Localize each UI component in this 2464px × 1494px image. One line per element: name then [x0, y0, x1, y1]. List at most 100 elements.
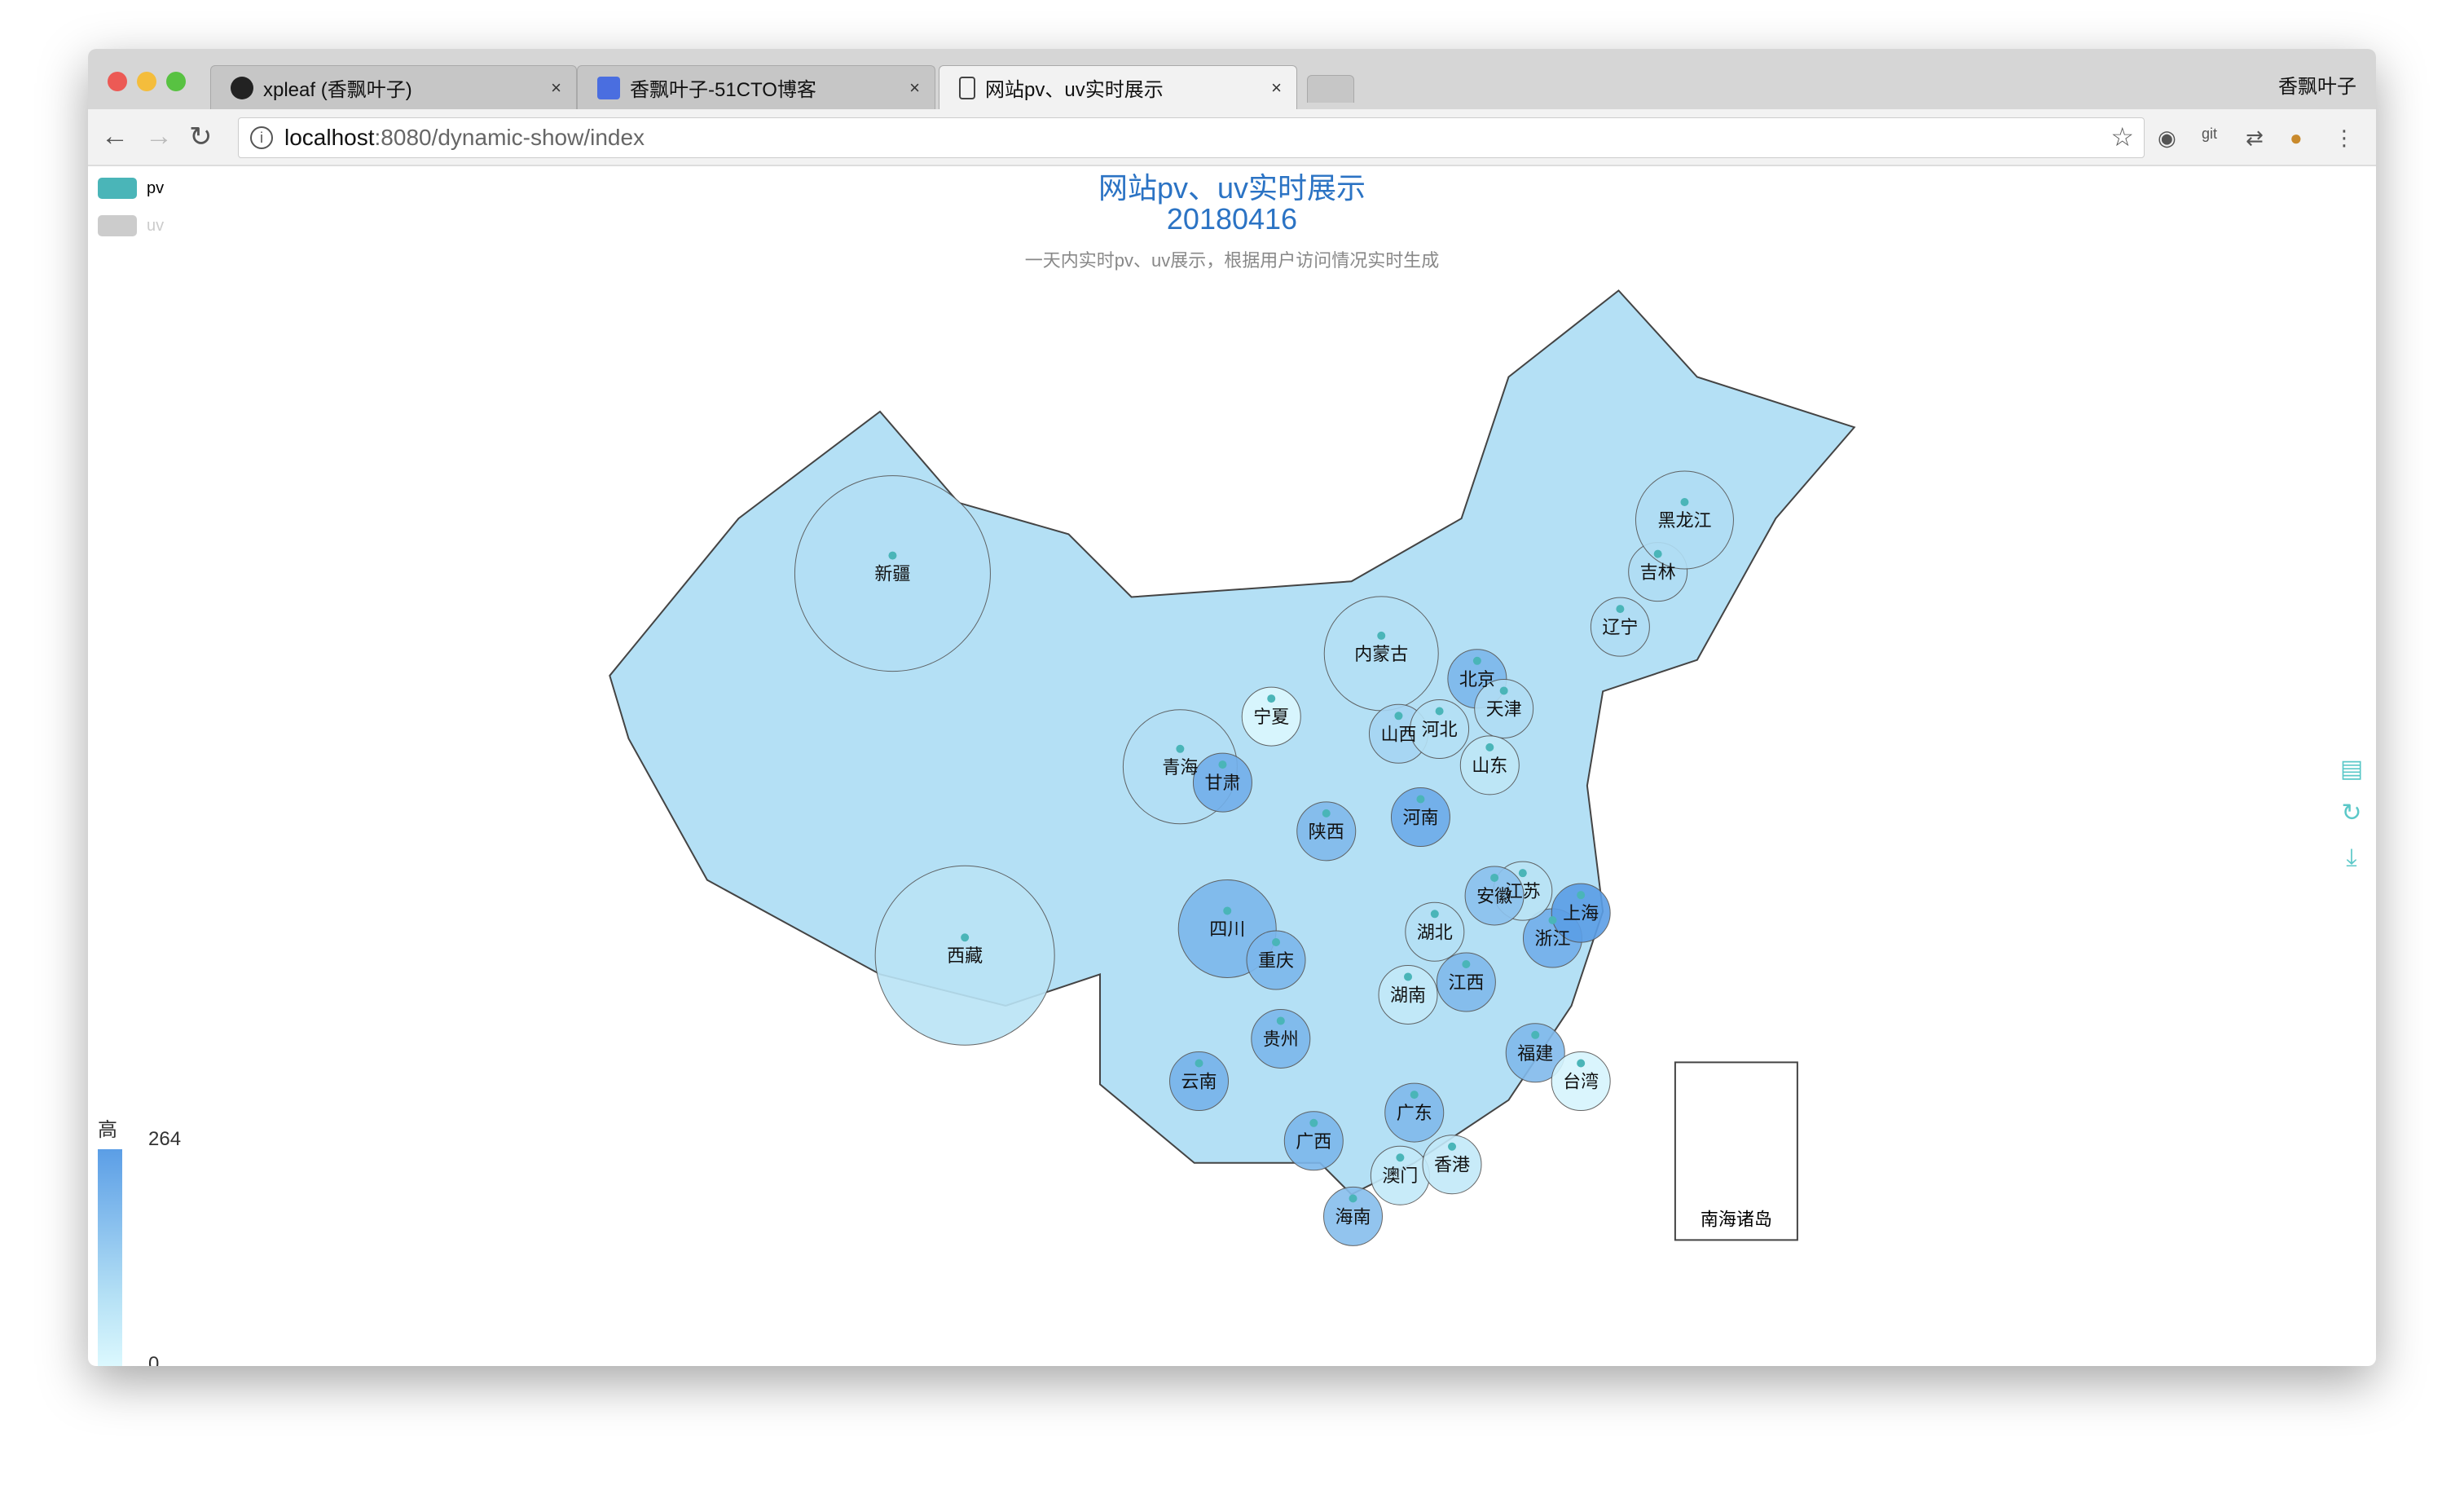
province-marker[interactable] — [1218, 760, 1227, 769]
tab-51cto[interactable]: 香飘叶子-51CTO博客 × — [577, 65, 935, 109]
province-山东[interactable] — [1459, 735, 1520, 795]
legend-swatch — [98, 215, 137, 236]
restore-icon[interactable]: ↻ — [2341, 800, 2362, 826]
menu-icon[interactable]: ⋮ — [2334, 126, 2355, 150]
province-marker[interactable] — [1195, 1059, 1203, 1068]
province-上海[interactable] — [1551, 883, 1611, 943]
province-湖北[interactable] — [1405, 901, 1465, 962]
province-marker[interactable] — [1272, 938, 1281, 947]
province-香港[interactable] — [1422, 1135, 1482, 1195]
minimize-window-button[interactable] — [137, 72, 156, 91]
province-marker[interactable] — [1499, 686, 1508, 695]
province-天津[interactable] — [1474, 678, 1534, 738]
province-广东[interactable] — [1384, 1082, 1445, 1143]
province-marker[interactable] — [1462, 960, 1471, 969]
province-陕西[interactable] — [1296, 801, 1357, 862]
province-宁夏[interactable] — [1241, 686, 1301, 747]
save-image-icon[interactable]: ⤓ — [2346, 844, 2357, 871]
province-marker[interactable] — [1531, 1030, 1540, 1039]
province-江西[interactable] — [1436, 952, 1496, 1012]
province-marker[interactable] — [1377, 631, 1386, 640]
province-云南[interactable] — [1169, 1051, 1230, 1112]
province-安徽[interactable] — [1464, 866, 1525, 926]
province-marker[interactable] — [1518, 869, 1527, 878]
province-marker[interactable] — [1448, 1142, 1457, 1151]
province-marker[interactable] — [1410, 1091, 1419, 1100]
extension-icon[interactable]: ◉ — [2158, 126, 2176, 150]
reload-button[interactable]: ↻ — [189, 121, 213, 152]
profile-name[interactable]: 香飘叶子 — [2278, 76, 2356, 98]
province-marker[interactable] — [1267, 694, 1276, 703]
inset-label: 南海诸岛 — [1701, 1209, 1772, 1229]
province-湖南[interactable] — [1378, 964, 1438, 1025]
province-marker[interactable] — [1653, 549, 1662, 558]
close-tab-icon[interactable]: × — [551, 77, 561, 98]
province-label: 广东 — [1397, 1103, 1432, 1123]
forward-button[interactable]: → — [145, 121, 173, 152]
province-marker[interactable] — [1322, 809, 1331, 818]
province-marker[interactable] — [1276, 1016, 1285, 1025]
translate-extension-icon[interactable]: ⇄ — [2246, 126, 2264, 150]
province-台湾[interactable] — [1551, 1051, 1611, 1112]
url-host: localhost — [284, 125, 375, 150]
province-海南[interactable] — [1323, 1186, 1384, 1246]
province-marker[interactable] — [1616, 605, 1625, 614]
province-label: 四川 — [1209, 919, 1245, 939]
chart-area: 新疆 西藏 青海 甘肃 宁夏 内蒙古 陕西 四川 重庆 云南 贵州 广西 广东 海南 湖南 湖北 江西 福建 台湾 浙… — [88, 168, 2376, 1366]
tab-label: 网站pv、uv实时展示 — [985, 79, 1164, 101]
close-window-button[interactable] — [108, 72, 127, 91]
province-marker[interactable] — [1404, 972, 1413, 981]
province-辽宁[interactable] — [1590, 597, 1650, 657]
tab-bar: xpleaf (香飘叶子) × 香飘叶子-51CTO博客 × 网站pv、uv实时… — [88, 49, 2376, 109]
province-marker[interactable] — [961, 933, 970, 942]
province-贵州[interactable] — [1251, 1008, 1311, 1069]
province-黑龙江[interactable] — [1635, 470, 1734, 570]
province-marker[interactable] — [1435, 707, 1444, 716]
tab-github[interactable]: xpleaf (香飘叶子) × — [210, 65, 577, 109]
tab-pv-uv[interactable]: 网站pv、uv实时展示 × — [939, 65, 1297, 109]
province-marker[interactable] — [1396, 1153, 1405, 1162]
province-marker[interactable] — [1394, 712, 1403, 721]
province-marker[interactable] — [1548, 916, 1557, 925]
province-label: 广西 — [1296, 1131, 1331, 1152]
legend-item-uv[interactable]: uv — [98, 215, 164, 236]
new-tab-button[interactable] — [1307, 75, 1354, 103]
province-marker[interactable] — [1490, 873, 1499, 882]
province-marker[interactable] — [1176, 744, 1185, 753]
province-甘肃[interactable] — [1192, 752, 1252, 813]
province-marker[interactable] — [1349, 1194, 1357, 1203]
province-marker[interactable] — [1485, 743, 1494, 751]
bookmark-star-icon[interactable]: ☆ — [2110, 122, 2134, 152]
province-重庆[interactable] — [1246, 930, 1306, 990]
info-icon[interactable]: i — [250, 126, 273, 149]
cookie-extension-icon[interactable]: ● — [2290, 126, 2303, 150]
address-bar[interactable]: i localhost:8080/dynamic-show/index ☆ — [238, 117, 2145, 158]
province-新疆[interactable] — [794, 475, 991, 672]
province-label: 天津 — [1486, 699, 1522, 719]
maximize-window-button[interactable] — [166, 72, 186, 91]
province-marker[interactable] — [1577, 1059, 1586, 1068]
province-广西[interactable] — [1283, 1111, 1344, 1171]
province-marker[interactable] — [1472, 656, 1481, 665]
province-marker[interactable] — [1309, 1118, 1318, 1127]
province-福建[interactable] — [1505, 1023, 1565, 1083]
github-icon — [231, 76, 253, 99]
province-河南[interactable] — [1390, 787, 1450, 848]
province-marker[interactable] — [1430, 910, 1439, 919]
province-label: 辽宁 — [1602, 617, 1638, 637]
province-marker[interactable] — [888, 551, 897, 560]
province-marker[interactable] — [1416, 795, 1425, 804]
province-西藏[interactable] — [874, 865, 1055, 1046]
province-marker[interactable] — [1680, 498, 1689, 507]
close-tab-icon[interactable]: × — [1271, 77, 1282, 98]
close-tab-icon[interactable]: × — [909, 77, 920, 98]
git-extension-icon[interactable]: git — [2202, 126, 2218, 142]
province-marker[interactable] — [1223, 906, 1232, 915]
province-label: 海南 — [1335, 1206, 1371, 1227]
back-button[interactable]: ← — [101, 121, 129, 152]
visual-map-gradient[interactable] — [98, 1149, 122, 1366]
data-view-icon[interactable]: ▤ — [2339, 756, 2364, 782]
province-marker[interactable] — [1577, 891, 1586, 900]
legend-item-pv[interactable]: pv — [98, 178, 164, 199]
province-河北[interactable] — [1410, 699, 1470, 760]
